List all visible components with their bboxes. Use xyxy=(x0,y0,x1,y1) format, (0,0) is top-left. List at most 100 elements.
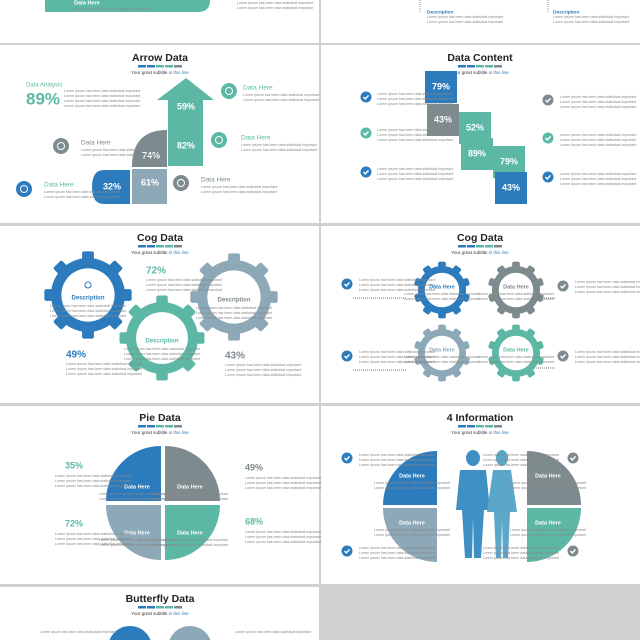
title-bar xyxy=(165,425,173,428)
slide xyxy=(321,0,640,43)
body-text: Lorem ipsum has been data statistical im… xyxy=(377,133,453,137)
data-label: Data Here xyxy=(503,284,529,290)
slide-subtitle: Your great subtitle in this line xyxy=(131,250,189,255)
person xyxy=(456,450,490,558)
body-text: Lorem ipsum has been data statistical im… xyxy=(44,195,120,199)
slide-subtitle: Your great subtitle in this line xyxy=(451,70,509,75)
block xyxy=(132,169,167,204)
slide-title: Pie Data xyxy=(139,412,181,424)
slide xyxy=(321,226,640,403)
icon xyxy=(360,127,372,139)
icon xyxy=(57,142,65,150)
data-label: Data Here xyxy=(535,473,561,479)
title-bar xyxy=(156,425,164,428)
body-text: Lorem ipsum has been data statistical im… xyxy=(66,367,142,371)
value-label: 32% xyxy=(103,181,121,191)
body-text: Lorem ipsum has been data statistical im… xyxy=(64,104,140,108)
data-label: Data Here xyxy=(243,85,273,92)
body-text: Lorem ipsum has been data statistical im… xyxy=(152,492,228,496)
body-text: Lorem ipsum has been data statistical im… xyxy=(377,138,453,142)
title-bar xyxy=(165,606,173,609)
sector xyxy=(527,508,581,562)
check-mark xyxy=(343,455,351,462)
title-bar xyxy=(485,65,493,68)
icon xyxy=(542,132,554,144)
title-bar xyxy=(494,425,502,428)
body-text: Lorem ipsum has been data statistical im… xyxy=(237,1,313,5)
body-text: Lorem ipsum has been data statistical im… xyxy=(483,546,559,550)
block xyxy=(459,112,491,144)
value-label: 72% xyxy=(146,266,166,277)
body-text: Lorem ipsum has been data statistical im… xyxy=(359,360,435,364)
check-mark xyxy=(569,455,577,462)
body-text: Lorem ipsum has been data statistical im… xyxy=(377,92,453,96)
value-label: 74% xyxy=(142,150,160,160)
value-label: 79% xyxy=(500,156,518,166)
body-text: Lorem ipsum has been data statistical im… xyxy=(575,350,640,354)
value-label: 82% xyxy=(177,140,195,150)
body-text: Lorem ipsum has been data statistical im… xyxy=(81,153,157,157)
slide-subtitle: Your great subtitle in this line xyxy=(131,430,189,435)
body-text: Lorem ipsum has been data statistical im… xyxy=(483,556,559,560)
body-text: Lorem ipsum has been data statistical im… xyxy=(152,497,228,501)
title-bar xyxy=(174,425,182,428)
block xyxy=(495,172,527,204)
body-text: Lorem ipsum has been data statistical im… xyxy=(560,138,636,142)
subtitle-tail: in this line xyxy=(489,430,510,435)
body-text: Lorem ipsum has been data statistical im… xyxy=(478,297,554,301)
check-mark xyxy=(343,353,351,360)
body-text: Lorem ipsum has been data statistical im… xyxy=(359,355,435,359)
body-text: Lorem ipsum has been data statistical im… xyxy=(575,360,640,364)
body-text: Lorem ipsum has been data statistical im… xyxy=(196,316,272,320)
body-text: Lorem ipsum has been data statistical im… xyxy=(50,304,126,308)
body-text: Lorem ipsum has been data statistical im… xyxy=(483,458,559,462)
value-label: 43% xyxy=(434,114,452,124)
title-bar xyxy=(476,245,484,248)
slide-subtitle: Your great subtitle in this line xyxy=(131,611,189,616)
title-bar xyxy=(165,245,173,248)
body-text: Lorem ipsum has been data statistical im… xyxy=(377,177,453,181)
block xyxy=(493,146,525,178)
body-text: Lorem ipsum has been data statistical im… xyxy=(55,542,131,546)
icon xyxy=(498,272,534,308)
body-text: Lorem ipsum has been data statistical im… xyxy=(510,481,586,485)
title-bar xyxy=(138,425,146,428)
data-label: Data Here xyxy=(74,0,100,6)
arrow xyxy=(157,78,214,128)
check-mark xyxy=(544,135,552,142)
icon xyxy=(136,312,188,364)
description-label: Description xyxy=(71,296,104,302)
icon xyxy=(61,268,115,322)
value-label: 52% xyxy=(466,122,484,132)
body-text: Lorem ipsum has been data statistical im… xyxy=(40,630,116,634)
body-text: Lorem ipsum has been data statistical im… xyxy=(553,20,629,24)
block xyxy=(168,128,203,166)
sector xyxy=(165,505,220,560)
body-text: Lorem ipsum has been data statistical im… xyxy=(575,280,640,284)
sector xyxy=(383,508,437,562)
body-text: Lorem ipsum has been data statistical im… xyxy=(245,535,321,539)
sector xyxy=(106,505,161,560)
title-bar xyxy=(174,606,182,609)
icon xyxy=(341,452,353,464)
body-text: Lorem ipsum has been data statistical im… xyxy=(359,546,435,550)
value-label: 43% xyxy=(502,182,520,192)
body-text: Lorem ipsum has been data statistical im… xyxy=(245,530,321,534)
slide-title: Arrow Data xyxy=(132,52,188,64)
icon xyxy=(498,335,534,371)
icon xyxy=(84,281,92,289)
body-text: Lorem ipsum has been data statistical im… xyxy=(404,360,480,364)
check-mark xyxy=(362,94,370,101)
title-bar xyxy=(458,65,466,68)
icon xyxy=(221,83,237,99)
body-text: Lorem ipsum has been data statistical im… xyxy=(74,7,150,11)
icon xyxy=(424,272,460,308)
title-bar xyxy=(156,65,164,68)
icon xyxy=(207,270,261,324)
body-text: Lorem ipsum has been data statistical im… xyxy=(55,537,131,541)
body-text: Lorem ipsum has been data statistical im… xyxy=(427,15,503,19)
icon xyxy=(215,136,223,144)
subtitle-tail: in this line xyxy=(169,70,190,75)
block xyxy=(427,104,459,136)
icon xyxy=(53,138,69,154)
